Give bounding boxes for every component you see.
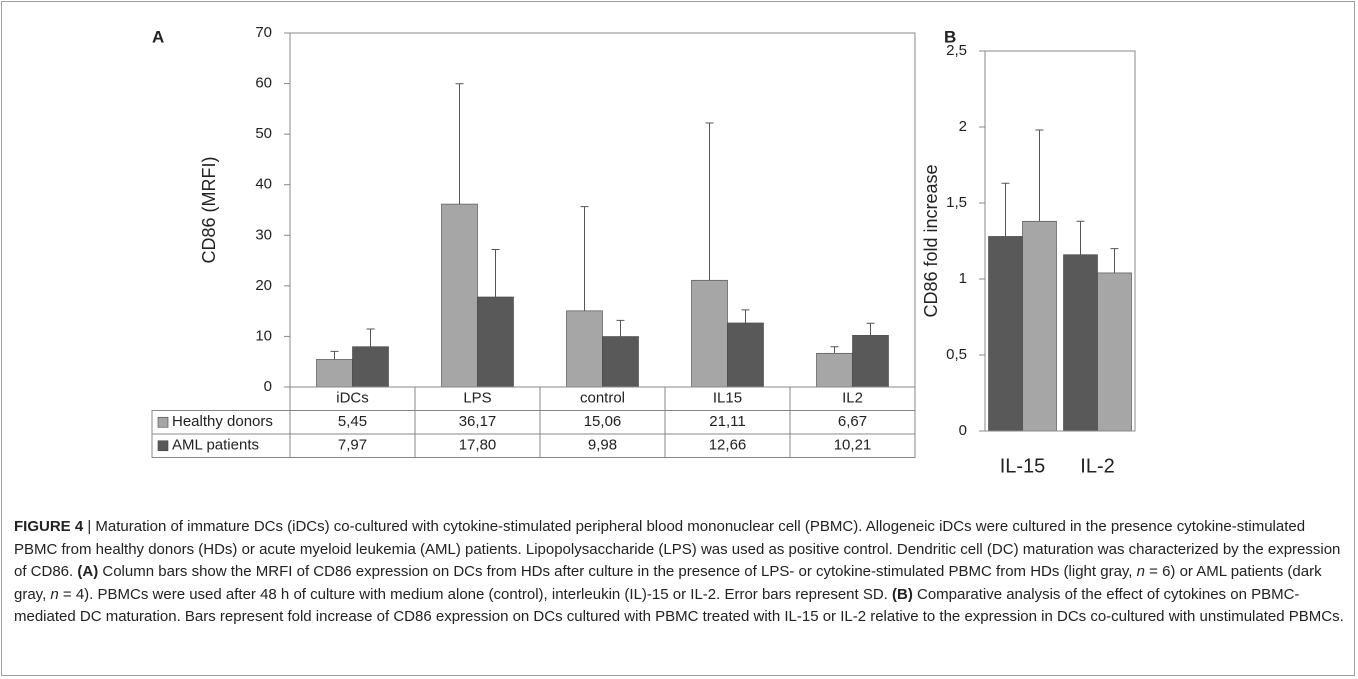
error-bar <box>1110 248 1119 273</box>
legend-swatch <box>157 440 169 452</box>
y-tick-label: 2,5 <box>946 42 967 59</box>
bar <box>566 310 603 388</box>
y-axis-label: CD86 (MRFI) <box>199 157 219 264</box>
caption-text: (B) <box>892 585 913 603</box>
bar <box>1063 254 1098 432</box>
caption-text: = 4). PBMCs were used after 48 h of cult… <box>58 585 893 603</box>
y-tick-label: 0 <box>264 378 272 395</box>
y-tick-label: 20 <box>255 277 272 294</box>
bar <box>1022 220 1057 432</box>
bar <box>816 352 853 388</box>
table-row <box>151 433 916 458</box>
bar <box>1097 272 1132 432</box>
error-bar <box>330 350 339 360</box>
panel-label: B <box>944 27 956 46</box>
error-bar <box>830 346 839 354</box>
table-category: control <box>580 390 625 407</box>
table-value: 17,80 <box>459 437 497 454</box>
y-tick-label: 70 <box>255 24 272 41</box>
bar <box>988 236 1023 432</box>
plot-frame <box>984 50 1136 432</box>
caption: FIGURE 4 | Maturation of immature DCs (i… <box>14 516 1346 629</box>
y-tick-label: 40 <box>255 176 272 193</box>
error-bar <box>366 328 375 347</box>
table-category: IL15 <box>713 390 742 407</box>
caption-text: Column bars show the MRFI of CD86 expres… <box>98 563 1137 581</box>
legend-swatch <box>157 416 169 428</box>
legend-label: AML patients <box>172 437 259 454</box>
error-bar <box>1076 220 1085 255</box>
table-value: 7,97 <box>338 437 367 454</box>
y-tick-label: 50 <box>255 125 272 142</box>
bar <box>691 279 728 388</box>
error-bar <box>866 322 875 336</box>
y-tick-label: 2 <box>959 118 967 135</box>
bar <box>852 335 889 388</box>
y-tick-label: 0 <box>959 422 967 439</box>
error-bar <box>741 309 750 323</box>
bar <box>352 346 389 388</box>
table-category: iDCs <box>336 390 369 407</box>
table-value: 5,45 <box>338 413 367 430</box>
panel-label: A <box>152 27 164 46</box>
y-tick-label: 1,5 <box>946 194 967 211</box>
caption-text: (A) <box>77 563 99 581</box>
y-tick-label: 1 <box>959 270 967 287</box>
caption-text: FIGURE 4 <box>14 518 84 535</box>
y-tick-label: 30 <box>255 226 272 243</box>
y-tick-label: 10 <box>255 327 272 344</box>
table-category: LPS <box>463 390 491 407</box>
bar <box>477 296 514 388</box>
caption-text: = 6) or AML patients (dark gray, <box>14 563 1322 603</box>
error-bar <box>616 319 625 337</box>
bar <box>316 359 353 388</box>
error-bar <box>1001 182 1010 237</box>
table-category: IL2 <box>842 390 863 407</box>
bar <box>727 322 764 388</box>
error-bar <box>455 83 464 205</box>
legend-label: Healthy donors <box>172 413 273 430</box>
bar <box>441 203 478 388</box>
table-value: 9,98 <box>588 437 617 454</box>
table-value: 36,17 <box>459 413 497 430</box>
caption-text: n <box>1136 563 1145 581</box>
y-tick-label: 0,5 <box>946 346 967 363</box>
table-value: 15,06 <box>584 413 622 430</box>
error-bar <box>491 248 500 297</box>
caption-text: Comparative analysis of the effect of cy… <box>14 585 1344 626</box>
error-bar <box>705 122 714 281</box>
table-value: 21,11 <box>709 413 745 430</box>
caption-text: | Maturation of immature DCs (iDCs) co-c… <box>14 518 1341 581</box>
x-tick-label: IL-15 <box>1000 455 1046 477</box>
y-tick-label: 60 <box>255 75 272 92</box>
error-bar <box>1035 129 1044 222</box>
table-value: 12,66 <box>709 437 747 454</box>
bar <box>602 336 639 388</box>
y-axis-label: CD86 fold increase <box>921 164 941 317</box>
table-value: 10,21 <box>834 437 872 454</box>
caption-text: n <box>50 585 59 603</box>
x-tick-label: IL-2 <box>1080 455 1114 477</box>
error-bar <box>580 206 589 311</box>
table-value: 6,67 <box>838 413 867 430</box>
